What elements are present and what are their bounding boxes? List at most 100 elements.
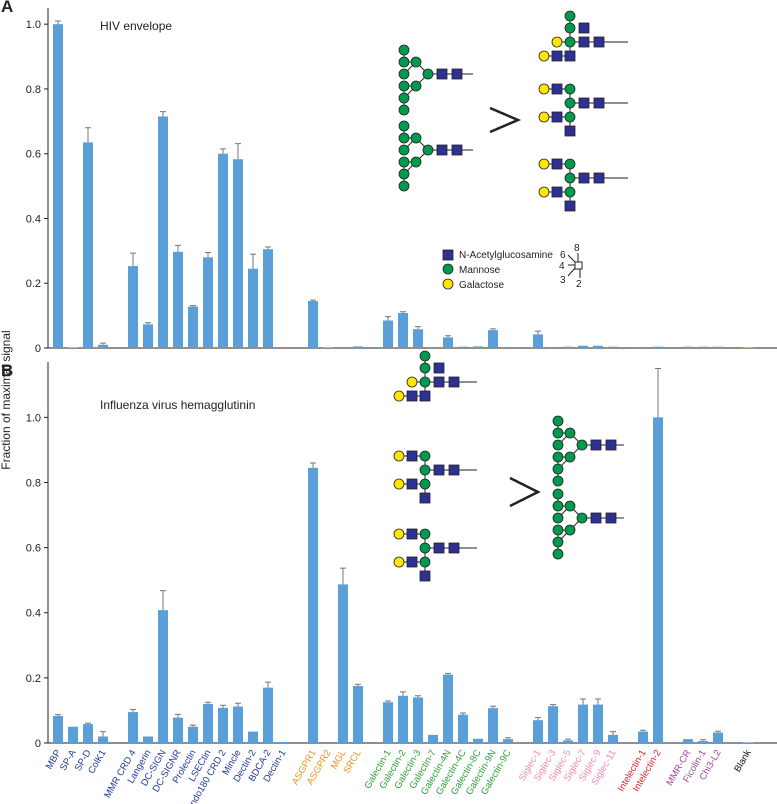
galactose (393, 528, 405, 540)
error-bar (445, 335, 451, 338)
glcnac (433, 542, 445, 554)
mannose (398, 132, 410, 144)
linkage-lines (567, 253, 581, 278)
galactose (406, 376, 418, 388)
bar (188, 306, 198, 348)
glcnac (593, 97, 605, 109)
bar (563, 346, 573, 348)
glcnac (433, 464, 445, 476)
mannose (419, 542, 431, 554)
mannose (422, 68, 434, 80)
bar (698, 346, 708, 348)
bar (398, 313, 408, 348)
bar (68, 726, 78, 743)
galactose (538, 186, 550, 198)
glcnac (436, 144, 448, 156)
bar (98, 736, 108, 743)
mannose (564, 83, 576, 95)
bar (563, 740, 573, 743)
bar (248, 731, 258, 743)
glcnac (578, 172, 590, 184)
error-bar (385, 316, 391, 321)
mannose (564, 36, 576, 48)
greater-than-sign (489, 106, 522, 134)
bar (218, 153, 228, 348)
y-tick-label: 1.0 (26, 19, 41, 31)
mannose (552, 451, 564, 463)
error-bar (700, 739, 706, 742)
error-bar (85, 722, 91, 725)
error-bar (190, 305, 196, 307)
bar (53, 24, 63, 348)
glcnac (406, 528, 418, 540)
bar (308, 301, 318, 348)
galactose (393, 556, 405, 568)
error-bar (250, 253, 256, 269)
bar (353, 686, 363, 743)
bar (548, 347, 558, 348)
error-bar (565, 738, 571, 741)
bar (698, 741, 708, 743)
key-label: N-Acetylglucosamine (459, 250, 553, 261)
bar (248, 268, 258, 348)
galactose (538, 83, 550, 95)
bar (578, 704, 588, 743)
mannose (398, 80, 410, 92)
glcnac (578, 36, 590, 48)
y-tick-label: 0.8 (26, 84, 41, 96)
bar (428, 347, 438, 348)
mannose (552, 475, 564, 487)
bar (683, 346, 693, 348)
mannose (419, 376, 431, 388)
bar (278, 742, 288, 743)
mannose (410, 156, 422, 168)
glcnac (419, 570, 431, 582)
mannose (564, 10, 576, 22)
error-bar (415, 326, 421, 330)
bar (533, 334, 543, 348)
bar (143, 736, 153, 743)
mannose (564, 500, 576, 512)
bar (398, 695, 408, 743)
bar (488, 330, 498, 348)
glcnac (406, 556, 418, 568)
mannose (552, 415, 564, 427)
mannose (552, 512, 564, 524)
mannose (398, 144, 410, 156)
y-tick-label: 0.4 (26, 608, 41, 620)
bar (653, 417, 663, 743)
error-bar (175, 713, 181, 718)
bar (383, 702, 393, 743)
glcnac (590, 439, 602, 451)
y-tick-label: 0 (35, 738, 41, 750)
error-bar (580, 698, 586, 705)
mannose (564, 451, 576, 463)
error-bar (445, 672, 451, 675)
error-bar (205, 701, 211, 704)
bar (308, 467, 318, 743)
mannose (564, 186, 576, 198)
mannose (552, 439, 564, 451)
bar (443, 674, 453, 743)
error-bar (385, 700, 391, 703)
key-label: Mannose (459, 265, 501, 276)
error-bar (400, 311, 406, 314)
mannose (410, 80, 422, 92)
mannose (564, 158, 576, 170)
y-tick-label: 0 (35, 343, 41, 355)
glcnac (406, 450, 418, 462)
mannose (564, 524, 576, 536)
error-bar (100, 342, 106, 345)
error-bar (505, 737, 511, 740)
error-bar (355, 683, 361, 687)
error-bar (490, 705, 496, 709)
mannose (398, 180, 410, 192)
glcnac (551, 111, 563, 123)
error-bar (55, 20, 61, 25)
galactose (538, 50, 550, 62)
mannose (410, 132, 422, 144)
linkage-number: 8 (574, 243, 580, 254)
error-bar (715, 730, 721, 733)
bar (713, 346, 723, 348)
linkage-square (574, 261, 583, 270)
